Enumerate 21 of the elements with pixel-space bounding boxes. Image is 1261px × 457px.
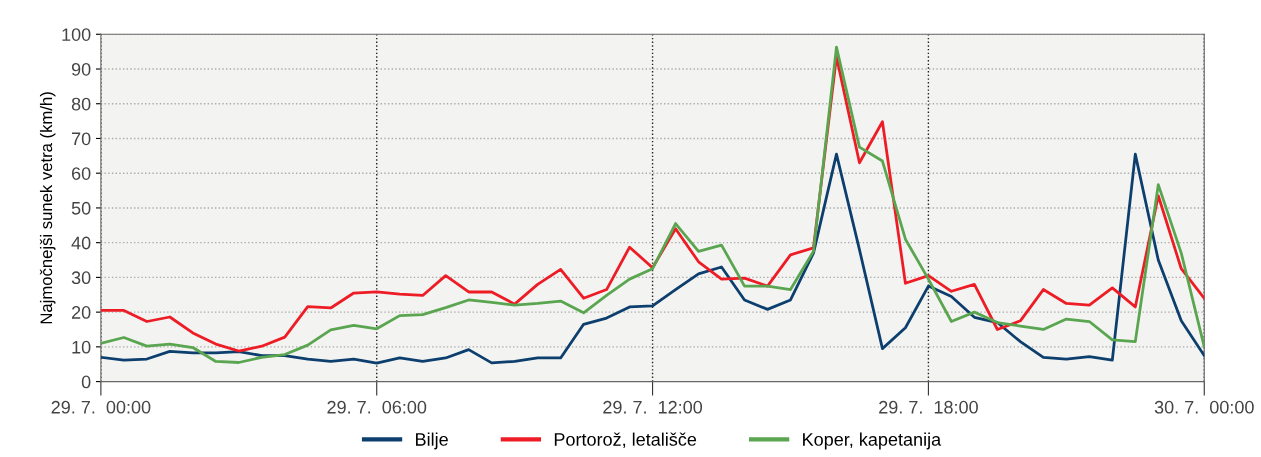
y-tick-label: 80 <box>71 97 91 111</box>
y-tick-label: 40 <box>71 236 91 250</box>
legend-label: Bilje <box>416 432 448 450</box>
y-tick-label: 50 <box>71 201 91 215</box>
y-tick-label: 100 <box>62 28 91 41</box>
y-tick-label: 30 <box>71 271 91 285</box>
legend-label: Portorož, letališče <box>554 432 697 448</box>
y-tick-label: 10 <box>72 340 91 354</box>
y-tick-label: 20 <box>71 306 91 319</box>
legend-label: Koper, kapetanija <box>803 432 942 450</box>
y-tick-label: 60 <box>71 167 91 180</box>
y-tick-label: 0 <box>81 375 91 389</box>
y-tick-label: 70 <box>72 132 91 146</box>
x-tick-label: 29. 7. 12:00 <box>603 400 703 414</box>
x-tick-label: 29. 7. 18:00 <box>879 400 978 414</box>
line-series <box>100 152 1205 365</box>
x-tick-label: 29. 7. 00:00 <box>51 400 151 414</box>
x-tick-label: 30. 7. 00:00 <box>1154 400 1254 414</box>
x-tick-label: 29. 7. 06:00 <box>327 400 427 414</box>
y-axis-title: Najmočnejši sunek vetra (km/h) <box>39 92 56 324</box>
y-tick-label: 90 <box>71 62 91 76</box>
